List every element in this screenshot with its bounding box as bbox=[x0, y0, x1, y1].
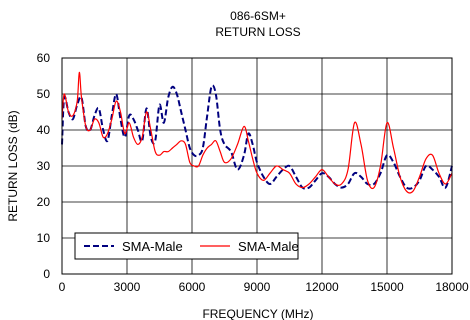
y-tick-label: 0 bbox=[43, 267, 50, 281]
plot-frame bbox=[61, 57, 453, 275]
x-tick-label: 9000 bbox=[244, 280, 271, 294]
y-tick-label: 50 bbox=[37, 87, 51, 101]
legend-label-series-1: SMA-Male bbox=[122, 239, 183, 254]
series-line-1 bbox=[61, 84, 453, 190]
y-tick-label: 20 bbox=[37, 195, 51, 209]
chart-title: 086-6SM+ bbox=[230, 9, 286, 23]
legend-label-series-2: SMA-Male bbox=[238, 239, 299, 254]
y-tick-label: 10 bbox=[37, 231, 51, 245]
x-tick-label: 6000 bbox=[179, 280, 206, 294]
x-tick-label: 3000 bbox=[114, 280, 141, 294]
x-tick-label: 0 bbox=[59, 280, 66, 294]
series-line-2 bbox=[61, 71, 453, 194]
legend: SMA-Male SMA-Male bbox=[74, 232, 299, 260]
y-tick-label: 60 bbox=[37, 51, 51, 65]
y-tick-label: 30 bbox=[37, 159, 51, 173]
series-lines bbox=[61, 71, 453, 194]
chart-subtitle: RETURN LOSS bbox=[215, 25, 300, 39]
x-tick-label: 18000 bbox=[435, 280, 469, 294]
x-axis-label: FREQUENCY (MHz) bbox=[202, 307, 313, 320]
y-tick-label: 40 bbox=[37, 123, 51, 137]
x-tick-label: 15000 bbox=[370, 280, 404, 294]
y-axis-label: RETURN LOSS (dB) bbox=[6, 110, 20, 221]
x-tick-label: 12000 bbox=[305, 280, 339, 294]
axis-ticks: 0 3000 6000 9000 12000 15000 18000 0 10 20 30 40 50 6… bbox=[37, 51, 469, 294]
